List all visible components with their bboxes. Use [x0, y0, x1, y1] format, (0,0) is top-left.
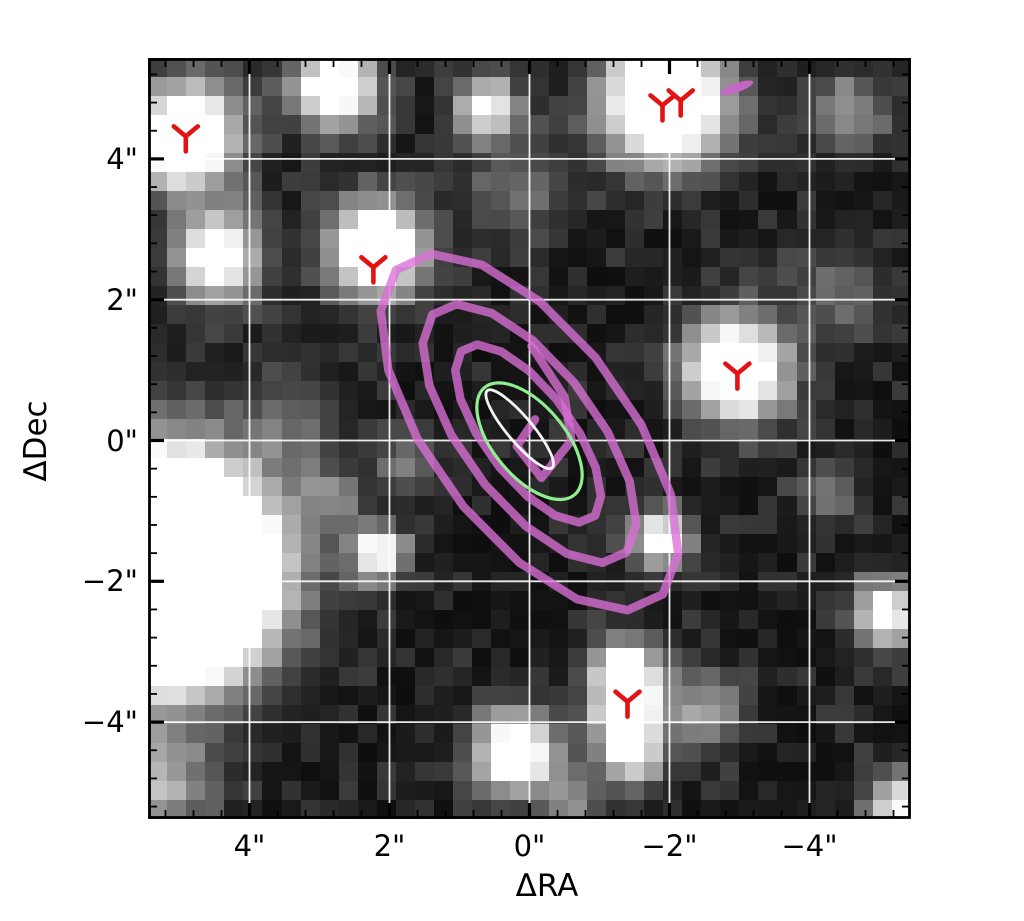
y-tick-label: −2"	[81, 564, 138, 599]
contour-level-2	[418, 299, 641, 568]
source-marker-icon	[171, 124, 201, 154]
x-tick-label: 4"	[233, 829, 266, 863]
x-axis-title: ΔRA	[515, 868, 579, 904]
x-tick-label: 0"	[513, 829, 546, 863]
contour-level-1	[376, 249, 683, 615]
contour-level-4	[512, 341, 576, 483]
y-tick-label: −4"	[81, 705, 138, 740]
white-ellipse	[484, 388, 555, 471]
source-marker-icon	[648, 93, 677, 123]
plot-area	[148, 58, 911, 819]
beam-marker-icon	[720, 80, 754, 96]
y-axis-title: ΔDec	[18, 400, 54, 482]
x-tick-label: 2"	[373, 829, 406, 863]
contour-level-3	[451, 340, 606, 527]
x-tick-label: −4"	[781, 829, 838, 863]
green-ellipse	[475, 381, 584, 502]
plot-overlay	[148, 58, 911, 819]
source-marker-icon	[666, 88, 695, 118]
source-marker-icon	[613, 689, 642, 719]
y-tick-label: 0"	[106, 423, 138, 458]
y-tick-label: 2"	[106, 282, 138, 317]
source-marker-icon	[723, 361, 752, 391]
x-tick-label: −2"	[641, 829, 698, 863]
y-tick-label: 4"	[106, 141, 138, 176]
source-marker-icon	[359, 255, 388, 285]
